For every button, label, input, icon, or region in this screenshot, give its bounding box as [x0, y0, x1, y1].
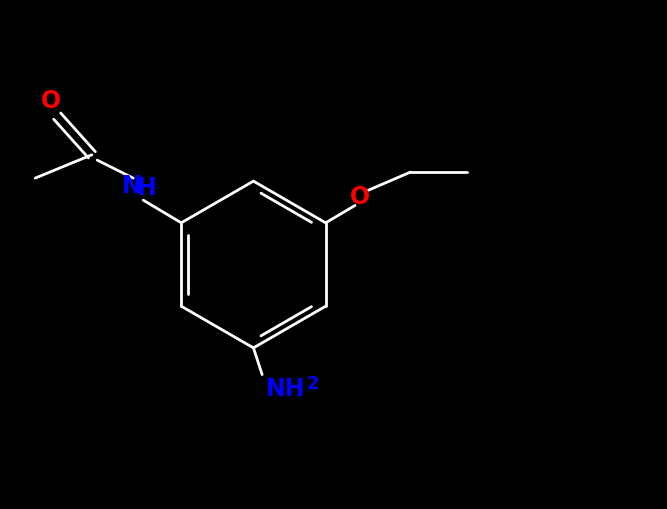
Text: NH: NH [265, 377, 305, 401]
Text: N: N [122, 174, 142, 198]
Text: 2: 2 [307, 375, 319, 393]
Text: H: H [137, 176, 157, 200]
Text: O: O [41, 90, 61, 114]
Text: O: O [350, 185, 370, 210]
